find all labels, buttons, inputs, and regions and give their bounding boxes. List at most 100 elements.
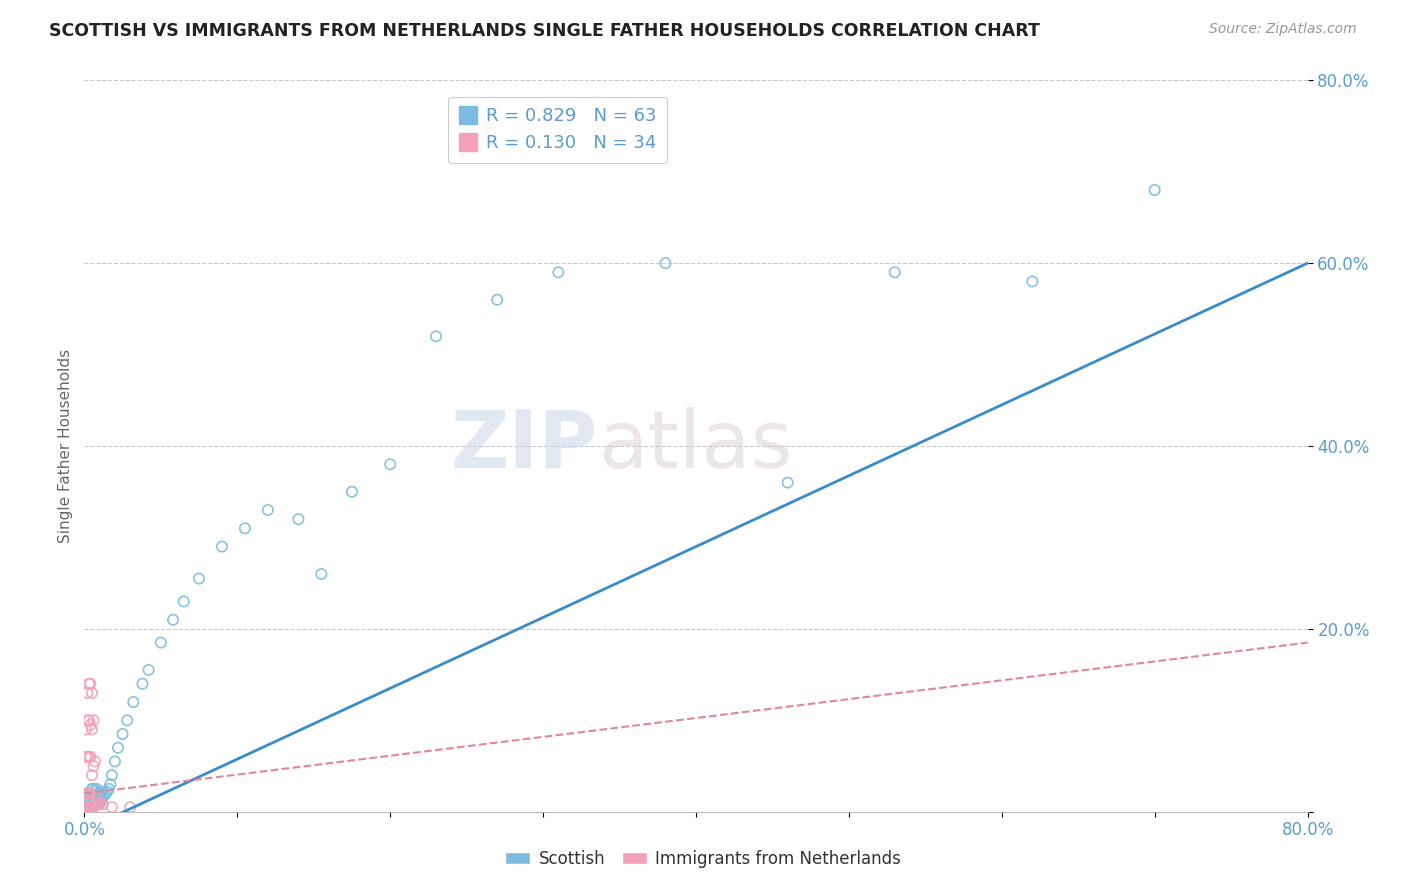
- Point: [91, 791, 114, 805]
- Point: [86, 791, 108, 805]
- Point: [76, 749, 98, 764]
- Text: Source: ZipAtlas.com: Source: ZipAtlas.com: [1209, 22, 1357, 37]
- Point: [486, 293, 509, 307]
- Point: [77, 787, 100, 801]
- Point: [93, 789, 115, 803]
- Point: [98, 777, 121, 791]
- Point: [77, 749, 100, 764]
- Point: [94, 787, 117, 801]
- Point: [79, 800, 101, 814]
- Point: [75, 800, 97, 814]
- Point: [86, 797, 108, 812]
- Point: [547, 265, 569, 279]
- Point: [425, 329, 447, 343]
- Point: [257, 503, 280, 517]
- Point: [287, 512, 309, 526]
- Point: [87, 796, 110, 810]
- Point: [83, 714, 105, 728]
- Point: [87, 796, 110, 810]
- Point: [138, 663, 160, 677]
- Point: [162, 613, 184, 627]
- Point: [76, 800, 98, 814]
- Point: [79, 787, 101, 801]
- Point: [80, 800, 103, 814]
- Point: [80, 768, 103, 782]
- Point: [76, 791, 98, 805]
- Point: [86, 791, 108, 805]
- Point: [111, 727, 134, 741]
- Point: [311, 567, 333, 582]
- Point: [76, 714, 98, 728]
- Point: [122, 695, 145, 709]
- Point: [340, 484, 363, 499]
- Point: [188, 572, 211, 586]
- Point: [233, 521, 256, 535]
- Point: [80, 800, 103, 814]
- Point: [79, 800, 101, 814]
- Point: [75, 796, 97, 810]
- Point: [84, 797, 107, 812]
- Point: [104, 755, 127, 769]
- Text: atlas: atlas: [598, 407, 793, 485]
- Point: [76, 686, 98, 700]
- Point: [83, 791, 105, 805]
- Point: [120, 800, 142, 814]
- Legend: Scottish, Immigrants from Netherlands: Scottish, Immigrants from Netherlands: [498, 844, 908, 875]
- Point: [654, 256, 676, 270]
- Point: [84, 784, 107, 798]
- Point: [80, 723, 103, 737]
- Point: [1021, 275, 1043, 289]
- Point: [90, 794, 112, 808]
- Point: [77, 800, 100, 814]
- Point: [211, 540, 233, 554]
- Point: [80, 686, 103, 700]
- Point: [380, 457, 402, 471]
- Point: [89, 796, 111, 810]
- Point: [79, 718, 101, 732]
- Point: [79, 676, 101, 690]
- Point: [1143, 183, 1166, 197]
- Point: [101, 768, 124, 782]
- Point: [149, 635, 172, 649]
- Point: [80, 781, 103, 796]
- Point: [79, 787, 101, 801]
- Point: [76, 787, 98, 801]
- Point: [87, 787, 110, 801]
- Point: [77, 676, 100, 690]
- Point: [131, 676, 153, 690]
- Point: [77, 796, 100, 810]
- Point: [84, 791, 107, 805]
- Point: [84, 755, 107, 769]
- Legend: R = 0.829   N = 63, R = 0.130   N = 34: R = 0.829 N = 63, R = 0.130 N = 34: [449, 96, 668, 163]
- Text: SCOTTISH VS IMMIGRANTS FROM NETHERLANDS SINGLE FATHER HOUSEHOLDS CORRELATION CHA: SCOTTISH VS IMMIGRANTS FROM NETHERLANDS …: [49, 22, 1040, 40]
- Point: [83, 781, 105, 796]
- Point: [77, 800, 100, 814]
- Point: [75, 723, 97, 737]
- Point: [101, 800, 124, 814]
- Point: [89, 797, 111, 812]
- Point: [79, 749, 101, 764]
- Point: [84, 797, 107, 812]
- Point: [76, 800, 98, 814]
- Point: [173, 594, 195, 608]
- Point: [91, 797, 114, 812]
- Point: [115, 714, 138, 728]
- Point: [80, 791, 103, 805]
- Point: [75, 787, 97, 801]
- Text: ZIP: ZIP: [451, 407, 598, 485]
- Point: [83, 800, 105, 814]
- Point: [97, 781, 120, 796]
- Point: [77, 714, 100, 728]
- Point: [89, 787, 111, 801]
- Point: [83, 759, 105, 773]
- Point: [86, 781, 108, 796]
- Point: [90, 784, 112, 798]
- Point: [80, 796, 103, 810]
- Point: [96, 784, 118, 798]
- Point: [77, 787, 100, 801]
- Point: [83, 796, 105, 810]
- Point: [79, 796, 101, 810]
- Point: [75, 800, 97, 814]
- Point: [107, 740, 129, 755]
- Point: [776, 475, 799, 490]
